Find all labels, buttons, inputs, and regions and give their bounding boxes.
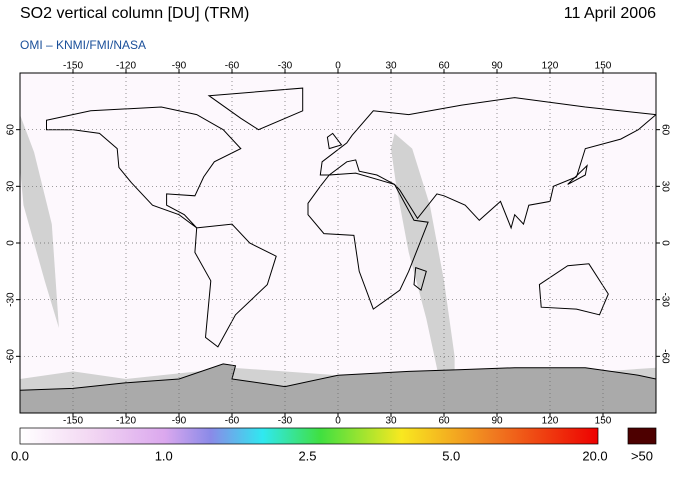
lon-tick-label: 60 (438, 61, 450, 72)
colorbar (19, 427, 599, 445)
no-data-swath (391, 133, 455, 385)
lat-tick-label: -30 (659, 292, 670, 307)
lon-tick-label: 0 (335, 61, 341, 72)
lon-tick-label: 150 (595, 61, 612, 72)
map-area (20, 73, 656, 413)
title: SO2 vertical column [DU] (TRM) (20, 5, 249, 22)
colorbar-overflow-label: >50 (631, 448, 653, 463)
lat-tick-label: 0 (6, 240, 17, 246)
lon-tick-label: -90 (172, 416, 187, 427)
antarctica (20, 363, 656, 413)
colorbar-label: 20.0 (582, 448, 607, 463)
coastline (194, 223, 277, 348)
lon-tick-label: 90 (491, 416, 503, 427)
lon-tick-label: -150 (63, 416, 83, 427)
no-data-swath (20, 114, 59, 328)
coastline (326, 132, 343, 150)
lat-tick-label: 30 (6, 180, 17, 192)
lat-tick-label: -30 (6, 292, 17, 307)
lon-tick-label: 150 (595, 416, 612, 427)
coastline (567, 164, 588, 185)
lat-tick-label: 30 (659, 181, 670, 193)
lon-tick-label: 30 (385, 416, 397, 427)
lat-tick-label: -60 (659, 349, 670, 364)
lon-tick-label: -120 (116, 416, 136, 427)
coastline (207, 87, 304, 131)
lon-tick-label: 120 (542, 416, 559, 427)
lon-tick-label: 30 (385, 61, 397, 72)
coastline (307, 172, 429, 310)
date: 11 April 2006 (564, 5, 656, 22)
colorbar-label: 1.0 (155, 448, 173, 463)
lon-tick-label: -90 (172, 61, 187, 72)
colorbar-label: 0.0 (11, 448, 29, 463)
coastline (46, 106, 242, 229)
lat-tick-label: 0 (659, 240, 670, 246)
lon-tick-label: 120 (542, 61, 559, 72)
lat-tick-label: 60 (659, 124, 670, 136)
subtitle: OMI – KNMI/FMI/NASA (20, 38, 146, 52)
lon-tick-label: 90 (491, 61, 503, 72)
lat-tick-label: 60 (6, 124, 17, 136)
coastline (413, 266, 427, 292)
lon-tick-label: -60 (225, 416, 240, 427)
lon-tick-label: 0 (335, 416, 341, 427)
colorbar-label: 2.5 (298, 448, 316, 463)
colorbar-overflow (627, 427, 657, 445)
lon-tick-label: -150 (63, 61, 83, 72)
colorbar-label: 5.0 (442, 448, 460, 463)
lat-tick-label: -60 (6, 349, 17, 364)
lon-tick-label: -30 (278, 416, 293, 427)
lon-tick-label: -30 (278, 61, 293, 72)
lon-tick-label: -60 (225, 61, 240, 72)
lon-tick-label: 60 (438, 416, 450, 427)
coastline (538, 263, 609, 316)
lon-tick-label: -120 (116, 61, 136, 72)
coastline (319, 97, 656, 230)
